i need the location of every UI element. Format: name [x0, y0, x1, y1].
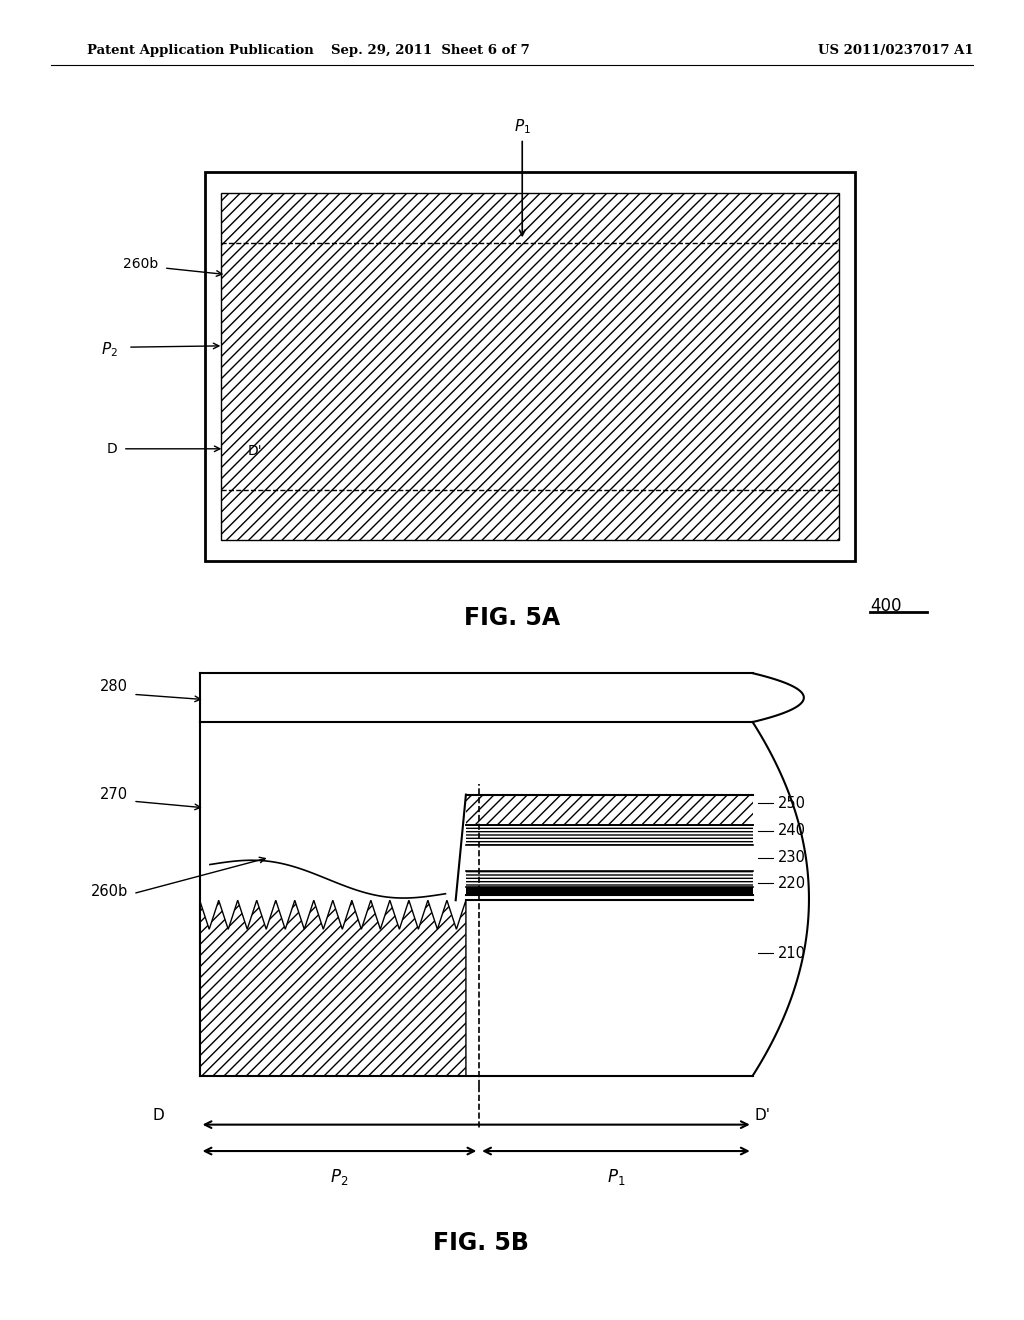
- Text: US 2011/0237017 A1: US 2011/0237017 A1: [818, 44, 974, 57]
- Text: 280: 280: [100, 678, 128, 694]
- Bar: [205, 172, 855, 561]
- Text: 240: 240: [778, 824, 806, 838]
- Bar: [466, 871, 753, 887]
- Text: 260b: 260b: [124, 257, 159, 271]
- Text: D: D: [108, 442, 118, 455]
- Text: Sep. 29, 2011  Sheet 6 of 7: Sep. 29, 2011 Sheet 6 of 7: [331, 44, 529, 57]
- Text: D': D': [755, 1107, 771, 1123]
- Text: FIG. 5B: FIG. 5B: [433, 1232, 529, 1255]
- Text: D: D: [153, 1107, 165, 1123]
- Text: 210: 210: [778, 945, 806, 961]
- Text: $P_2$: $P_2$: [101, 341, 118, 359]
- Text: 230: 230: [778, 850, 806, 866]
- Bar: [466, 887, 753, 895]
- Text: Patent Application Publication: Patent Application Publication: [87, 44, 313, 57]
- Text: $P_1$: $P_1$: [514, 117, 530, 136]
- Text: 400: 400: [870, 597, 902, 615]
- Bar: [200, 673, 753, 1076]
- Polygon shape: [456, 795, 466, 900]
- Text: FIG. 5A: FIG. 5A: [464, 606, 560, 630]
- Text: D': D': [248, 445, 262, 458]
- Bar: [466, 845, 753, 871]
- Text: $P_2$: $P_2$: [331, 1167, 348, 1188]
- Text: 250: 250: [778, 796, 806, 810]
- Text: 220: 220: [778, 875, 806, 891]
- Text: $P_1$: $P_1$: [607, 1167, 625, 1188]
- Polygon shape: [200, 900, 466, 1076]
- Bar: [466, 795, 753, 825]
- Text: 270: 270: [100, 787, 128, 803]
- Bar: [466, 825, 753, 845]
- Bar: [221, 193, 839, 540]
- Text: 260b: 260b: [91, 883, 128, 899]
